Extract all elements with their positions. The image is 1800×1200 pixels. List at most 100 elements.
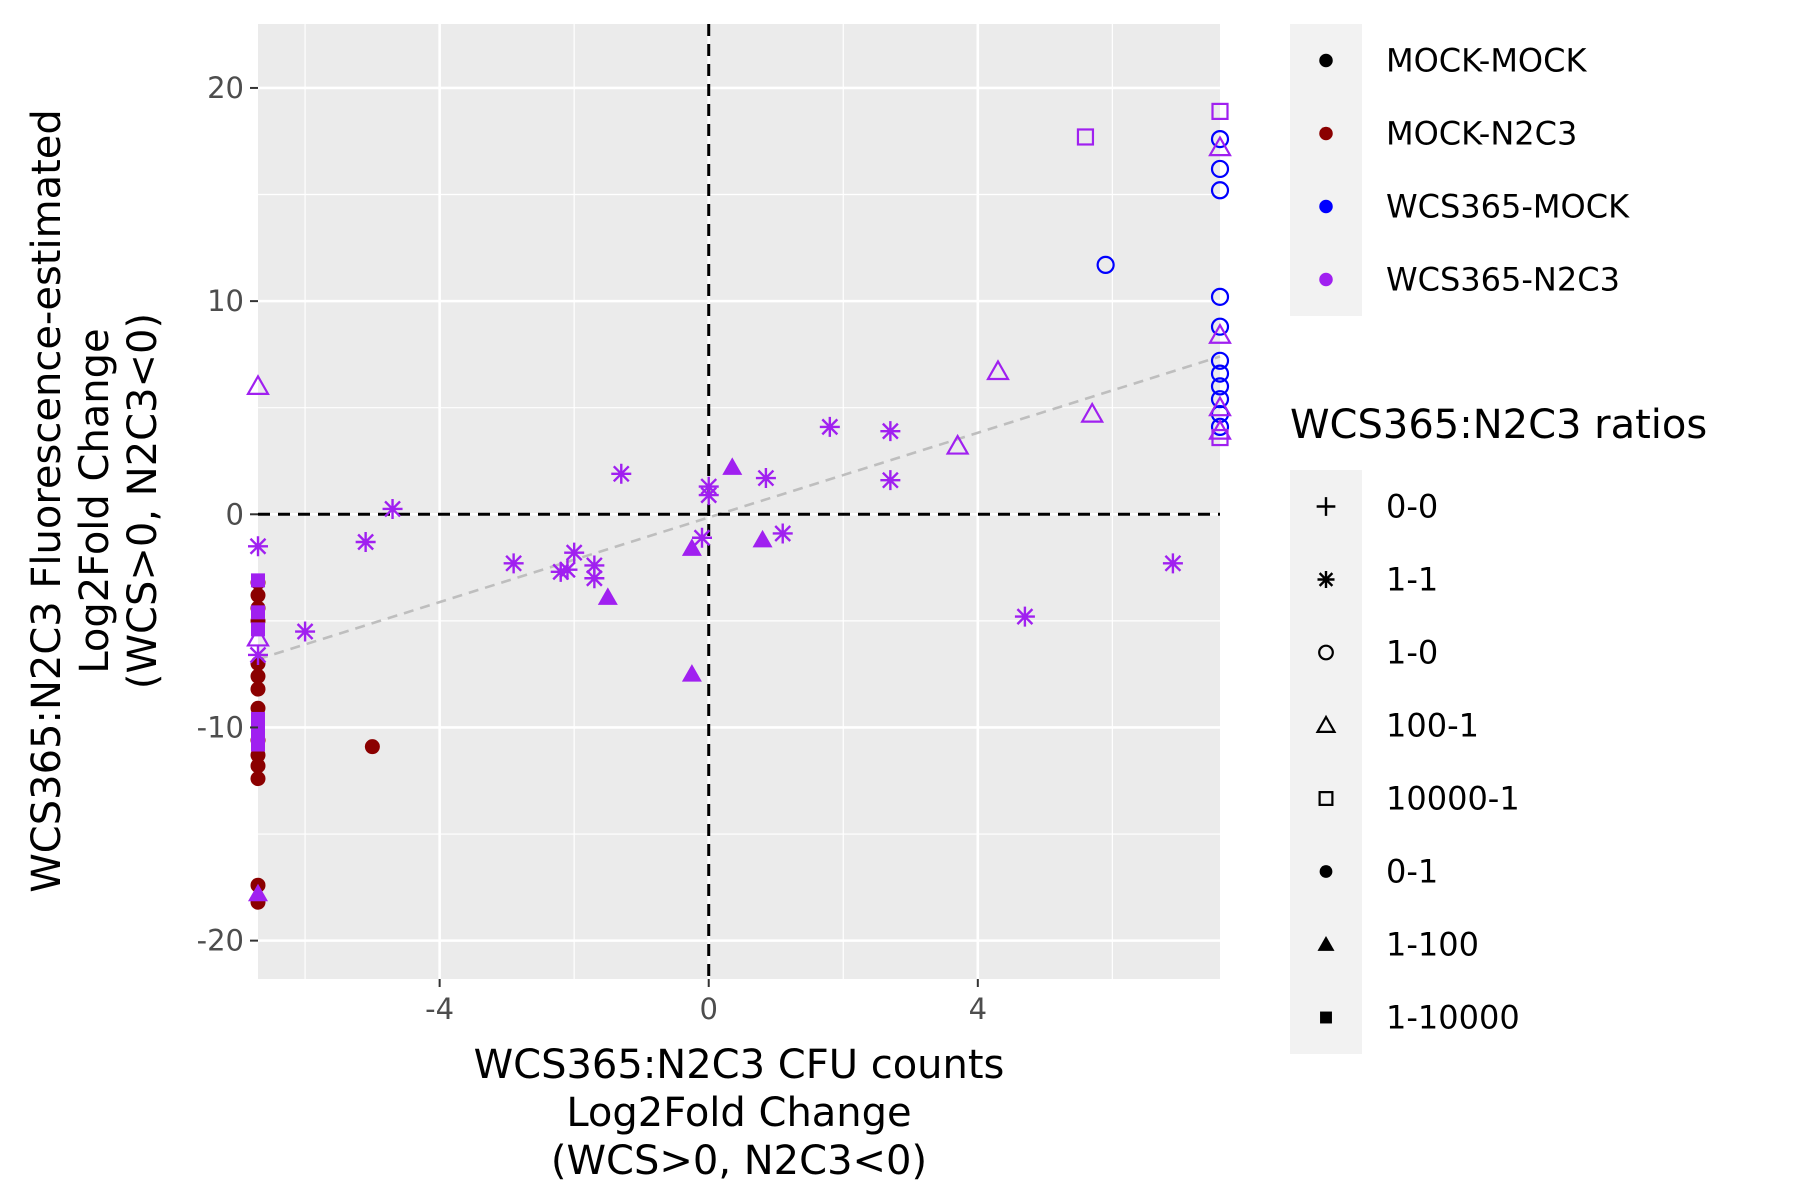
data-points xyxy=(246,102,1232,910)
legend-key-asterisk-icon xyxy=(1317,571,1335,588)
data-point xyxy=(251,737,265,752)
legend-key-open-square-icon xyxy=(1318,791,1334,806)
data-point xyxy=(1210,364,1230,383)
data-point xyxy=(248,883,268,902)
data-point xyxy=(1208,135,1232,157)
data-point xyxy=(611,463,632,484)
x-tick-label: 0 xyxy=(700,992,718,1026)
shape-legend-key-background xyxy=(1290,470,1362,1054)
legend-key-wcs365-n2c3 xyxy=(1319,272,1333,287)
data-point xyxy=(1210,417,1230,436)
x-axis-title-line-2: Log2Fold Change xyxy=(566,1090,911,1136)
data-point xyxy=(1210,351,1230,370)
data-point xyxy=(250,681,266,697)
data-point xyxy=(248,536,268,557)
y-tick-label: -20 xyxy=(197,924,244,958)
data-point xyxy=(251,573,265,588)
data-point xyxy=(597,587,618,605)
legend-key-wcs365-mock xyxy=(1319,199,1333,214)
data-point xyxy=(564,542,585,563)
axes: -4 0 4 -20 -10 0 10 20 xyxy=(197,71,987,1026)
data-point xyxy=(1208,395,1232,417)
data-point xyxy=(819,416,840,437)
data-point xyxy=(550,561,571,582)
data-point xyxy=(1014,606,1035,627)
shape-legend-title: WCS365:N2C3 ratios xyxy=(1290,402,1707,448)
data-point xyxy=(246,374,270,395)
data-point xyxy=(1210,130,1230,149)
data-point xyxy=(692,527,712,548)
data-point xyxy=(295,621,316,642)
data-point xyxy=(382,498,403,519)
legend-label-ratio-1-0: 1-0 xyxy=(1386,634,1438,672)
legend-key-filled-circle-icon xyxy=(1319,865,1333,878)
data-point xyxy=(1210,181,1230,200)
trend-line xyxy=(257,355,1221,661)
reference-lines xyxy=(258,24,1220,979)
data-point xyxy=(681,664,702,682)
data-point xyxy=(1211,428,1229,447)
data-point xyxy=(248,644,268,665)
data-point xyxy=(251,622,265,637)
x-axis-title-line-3: (WCS>0, N2C3<0) xyxy=(551,1138,927,1184)
data-point xyxy=(1096,255,1115,274)
legend-key-open-circle-icon xyxy=(1318,644,1334,661)
x-tick-label: 4 xyxy=(969,992,987,1026)
data-point xyxy=(251,605,265,620)
y-tick-label: -10 xyxy=(197,710,244,744)
x-tick-label: -4 xyxy=(425,992,454,1026)
legend-label-ratio-10000-1: 10000-1 xyxy=(1386,780,1520,818)
legend-label-ratio-100-1: 100-1 xyxy=(1386,707,1479,745)
legend-label-ratio-1-1: 1-1 xyxy=(1386,561,1438,599)
data-point xyxy=(250,771,266,787)
data-point xyxy=(1210,287,1230,306)
y-tick-label: 20 xyxy=(207,71,244,105)
y-axis-title-line-3: (WCS>0, N2C3<0) xyxy=(120,313,166,689)
y-axis-title-line-2: Log2Fold Change xyxy=(72,328,118,673)
data-point xyxy=(1162,553,1183,574)
data-point xyxy=(772,523,793,544)
data-point xyxy=(557,559,578,580)
color-legend: MOCK-MOCK MOCK-N2C3 WCS365-MOCK WCS365-N2C3 xyxy=(1290,24,1630,316)
legend-label-ratio-0-0: 0-0 xyxy=(1386,488,1438,526)
legend-key-filled-square-icon xyxy=(1320,1011,1332,1024)
data-point xyxy=(251,711,265,726)
data-point xyxy=(250,668,266,684)
legend-key-mock-mock xyxy=(1319,53,1333,68)
data-point xyxy=(681,538,702,556)
data-point xyxy=(1080,401,1105,423)
data-point xyxy=(1210,377,1230,396)
data-point xyxy=(986,359,1010,381)
data-point xyxy=(1076,128,1095,146)
legend-label-ratio-1-100: 1-100 xyxy=(1386,926,1479,964)
data-point xyxy=(1208,323,1232,344)
data-point xyxy=(880,470,901,491)
plot-panel xyxy=(258,24,1220,979)
legend-key-mock-n2c3 xyxy=(1319,126,1333,141)
legend-label-mock-mock: MOCK-MOCK xyxy=(1386,42,1587,80)
data-point xyxy=(752,529,773,548)
legend-label-mock-n2c3: MOCK-N2C3 xyxy=(1386,115,1577,153)
legend-key-plus-icon xyxy=(1316,497,1336,516)
minor-gridlines xyxy=(258,24,1220,979)
data-point xyxy=(1208,418,1232,440)
data-point xyxy=(584,555,605,576)
data-point xyxy=(698,485,719,506)
legend-key-filled-triangle-icon xyxy=(1317,936,1335,951)
y-axis-title-line-1: WCS365:N2C3 Fluorescence-estimated xyxy=(24,109,70,893)
legend-label-wcs365-mock: WCS365-MOCK xyxy=(1386,188,1630,226)
data-point xyxy=(1211,102,1229,120)
data-point xyxy=(250,587,266,603)
x-axis-title-line-1: WCS365:N2C3 CFU counts xyxy=(474,1042,1005,1088)
data-point xyxy=(722,457,743,475)
legend-label-ratio-1-10000: 1-10000 xyxy=(1386,999,1520,1037)
data-point xyxy=(1210,159,1230,179)
trend-line-group xyxy=(257,355,1221,661)
x-axis-title: WCS365:N2C3 CFU counts Log2Fold Change (… xyxy=(474,1042,1005,1184)
data-point xyxy=(503,553,524,574)
y-tick-label: 10 xyxy=(207,284,244,318)
color-legend-key-background xyxy=(1290,24,1362,316)
data-point xyxy=(584,568,605,589)
data-point xyxy=(355,532,376,553)
y-axis-title: WCS365:N2C3 Fluorescence-estimated Log2F… xyxy=(24,109,166,893)
